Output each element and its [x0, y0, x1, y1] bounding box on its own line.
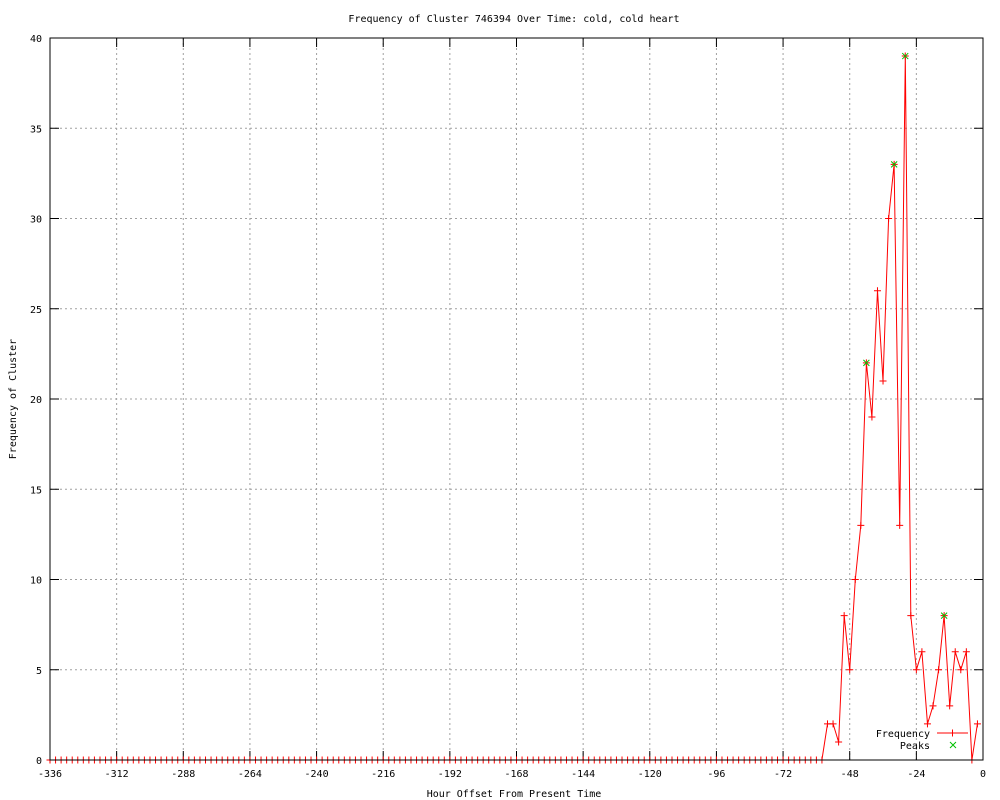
frequency-point — [851, 576, 859, 583]
frequency-point — [935, 666, 943, 674]
x-tick-label: -240 — [305, 769, 329, 780]
x-tick-label: 0 — [980, 769, 986, 780]
frequency-point — [946, 702, 954, 710]
chart-title: Frequency of Cluster 746394 Over Time: c… — [348, 14, 679, 25]
y-axis-label: Frequency of Cluster — [8, 339, 19, 459]
frequency-point — [929, 702, 937, 710]
x-tick-label: -288 — [171, 769, 195, 780]
frequency-point — [918, 648, 926, 656]
y-tick-label: 10 — [30, 576, 42, 587]
x-tick-label: -144 — [571, 769, 595, 780]
peak-point — [940, 612, 948, 619]
x-tick-label: -264 — [238, 769, 262, 780]
plot-border — [49, 37, 984, 761]
grid — [50, 38, 983, 760]
x-tick-label: -312 — [105, 769, 129, 780]
legend-marker-peaks — [949, 741, 957, 749]
frequency-point — [846, 666, 854, 674]
peak-point — [890, 160, 898, 168]
x-tick-label: -48 — [841, 769, 859, 780]
peak-point — [863, 359, 870, 367]
axis-ticks: -336 -312 -288 -264 -240 -216 -192 -168 -144 -120… — [30, 34, 986, 780]
frequency-point — [951, 648, 959, 656]
x-tick-label: -192 — [438, 769, 462, 780]
x-tick-label: -120 — [638, 769, 662, 780]
y-tick-label: 25 — [30, 305, 42, 316]
y-tick-label: 35 — [30, 124, 42, 135]
peak-point — [901, 52, 909, 60]
x-axis-label: Hour Offset From Present Time — [427, 789, 602, 800]
y-tick-label: 20 — [30, 395, 42, 406]
frequency-point — [868, 413, 876, 421]
y-tick-label: 0 — [36, 756, 42, 767]
x-tick-label: -72 — [774, 769, 792, 780]
y-tick-label: 30 — [30, 215, 42, 226]
series-layer — [46, 52, 981, 764]
frequency-point — [835, 738, 843, 746]
frequency-point — [879, 377, 887, 385]
y-tick-label: 15 — [30, 485, 42, 496]
x-tick-label: -24 — [907, 769, 925, 780]
frequency-point — [962, 648, 970, 656]
legend-marker-frequency — [949, 729, 956, 737]
frequency-point — [912, 666, 920, 674]
frequency-point — [829, 720, 837, 728]
frequency-point — [973, 720, 981, 728]
frequency-point — [957, 666, 965, 674]
frequency-point — [907, 612, 915, 620]
legend: Frequency Peaks — [876, 729, 968, 752]
frequency-point — [873, 287, 881, 295]
frequency-point — [840, 612, 848, 620]
y-tick-label: 40 — [30, 34, 42, 45]
frequency-point — [857, 521, 865, 529]
legend-label-peaks: Peaks — [900, 741, 930, 752]
x-tick-label: -216 — [371, 769, 395, 780]
x-tick-label: -336 — [38, 769, 62, 780]
x-tick-label: -96 — [707, 769, 725, 780]
frequency-point — [885, 215, 893, 222]
y-tick-label: 5 — [36, 666, 42, 677]
frequency-point — [896, 521, 904, 529]
frequency-line — [50, 56, 978, 761]
frequency-point — [923, 720, 931, 728]
legend-label-frequency: Frequency — [876, 729, 930, 740]
x-tick-label: -168 — [504, 769, 528, 780]
